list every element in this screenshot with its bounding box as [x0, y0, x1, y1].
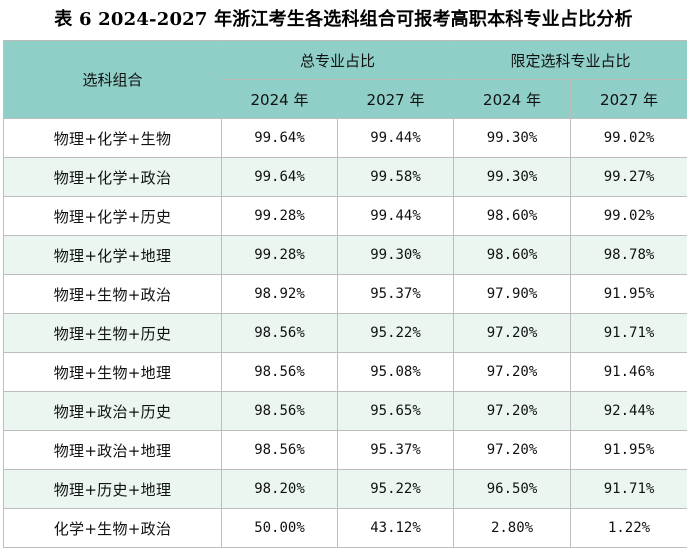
cell-limited-2024: 98.60%	[453, 235, 572, 275]
table-row: 物理+生物+地理 98.56% 95.08% 97.20% 91.46%	[3, 352, 687, 392]
cell-limited-2024: 97.20%	[453, 352, 572, 392]
table-row: 化学+生物+政治 50.00% 43.12% 2.80% 1.22%	[3, 508, 687, 548]
cell-limited-2027: 99.02%	[570, 196, 687, 236]
cell-total-2027: 95.08%	[336, 352, 455, 392]
cell-combo: 物理+化学+生物	[3, 118, 222, 158]
cell-combo: 物理+政治+历史	[3, 391, 222, 431]
cell-combo: 物理+化学+历史	[3, 196, 222, 236]
cell-total-2024: 98.20%	[221, 469, 338, 509]
cell-limited-2024: 99.30%	[453, 157, 572, 197]
table-row: 物理+生物+政治 98.92% 95.37% 97.90% 91.95%	[3, 274, 687, 314]
header-combo: 选科组合	[3, 40, 222, 119]
table-row: 物理+化学+生物 99.64% 99.44% 99.30% 99.02%	[3, 118, 687, 158]
header-limited-2024: 2024 年	[453, 79, 572, 119]
cell-total-2024: 98.92%	[221, 274, 338, 314]
cell-combo: 物理+生物+地理	[3, 352, 222, 392]
header-total-share: 总专业占比	[220, 40, 455, 80]
cell-total-2027: 95.37%	[336, 430, 455, 470]
cell-limited-2024: 2.80%	[453, 508, 572, 548]
cell-total-2024: 98.56%	[221, 430, 338, 470]
cell-total-2027: 95.22%	[336, 469, 455, 509]
table-row: 物理+生物+历史 98.56% 95.22% 97.20% 91.71%	[3, 313, 687, 353]
cell-limited-2027: 99.02%	[570, 118, 687, 158]
cell-total-2024: 98.56%	[221, 313, 338, 353]
cell-total-2027: 43.12%	[336, 508, 455, 548]
header-limited-share: 限定选科专业占比	[453, 40, 687, 80]
data-table: 选科组合 总专业占比 限定选科专业占比 2024 年 2027 年 2024 年…	[3, 40, 687, 548]
cell-total-2027: 95.37%	[336, 274, 455, 314]
cell-limited-2027: 1.22%	[570, 508, 687, 548]
cell-limited-2024: 97.20%	[453, 313, 572, 353]
cell-limited-2024: 96.50%	[453, 469, 572, 509]
cell-total-2024: 50.00%	[221, 508, 338, 548]
cell-combo: 物理+历史+地理	[3, 469, 222, 509]
cell-limited-2024: 97.90%	[453, 274, 572, 314]
table-row: 物理+政治+地理 98.56% 95.37% 97.20% 91.95%	[3, 430, 687, 470]
cell-total-2024: 99.64%	[221, 157, 338, 197]
cell-total-2027: 99.30%	[336, 235, 455, 275]
cell-total-2027: 99.44%	[336, 196, 455, 236]
cell-limited-2027: 91.71%	[570, 469, 687, 509]
cell-combo: 物理+生物+历史	[3, 313, 222, 353]
cell-combo: 物理+政治+地理	[3, 430, 222, 470]
table-title: 表 6 2024-2027 年浙江考生各选科组合可报考高职本科专业占比分析	[54, 9, 633, 30]
cell-limited-2027: 92.44%	[570, 391, 687, 431]
table-row: 物理+化学+历史 99.28% 99.44% 98.60% 99.02%	[3, 196, 687, 236]
cell-limited-2027: 91.71%	[570, 313, 687, 353]
cell-limited-2027: 91.46%	[570, 352, 687, 392]
cell-total-2027: 99.58%	[336, 157, 455, 197]
table-row: 物理+政治+历史 98.56% 95.65% 97.20% 92.44%	[3, 391, 687, 431]
cell-limited-2027: 99.27%	[570, 157, 687, 197]
cell-total-2027: 95.65%	[336, 391, 455, 431]
cell-limited-2027: 91.95%	[570, 430, 687, 470]
cell-total-2024: 99.28%	[221, 235, 338, 275]
header-total-2027: 2027 年	[336, 79, 455, 119]
cell-total-2027: 95.22%	[336, 313, 455, 353]
table-body: 物理+化学+生物 99.64% 99.44% 99.30% 99.02% 物理+化学+政治…	[3, 118, 687, 548]
cell-limited-2027: 91.95%	[570, 274, 687, 314]
cell-combo: 物理+生物+政治	[3, 274, 222, 314]
cell-limited-2024: 98.60%	[453, 196, 572, 236]
cell-limited-2024: 97.20%	[453, 430, 572, 470]
cell-total-2024: 99.28%	[221, 196, 338, 236]
cell-limited-2024: 99.30%	[453, 118, 572, 158]
cell-total-2024: 98.56%	[221, 352, 338, 392]
header-limited-2027: 2027 年	[570, 79, 687, 119]
table-row: 物理+化学+地理 99.28% 99.30% 98.60% 98.78%	[3, 235, 687, 275]
table-row: 物理+化学+政治 99.64% 99.58% 99.30% 99.27%	[3, 157, 687, 197]
table-row: 物理+历史+地理 98.20% 95.22% 96.50% 91.71%	[3, 469, 687, 509]
table-header: 选科组合 总专业占比 限定选科专业占比 2024 年 2027 年 2024 年…	[3, 40, 687, 119]
cell-total-2024: 99.64%	[221, 118, 338, 158]
cell-combo: 物理+化学+地理	[3, 235, 222, 275]
cell-combo: 化学+生物+政治	[3, 508, 222, 548]
cell-total-2024: 98.56%	[221, 391, 338, 431]
header-total-2024: 2024 年	[221, 79, 338, 119]
cell-combo: 物理+化学+政治	[3, 157, 222, 197]
cell-limited-2024: 97.20%	[453, 391, 572, 431]
cell-total-2027: 99.44%	[336, 118, 455, 158]
cell-limited-2027: 98.78%	[570, 235, 687, 275]
